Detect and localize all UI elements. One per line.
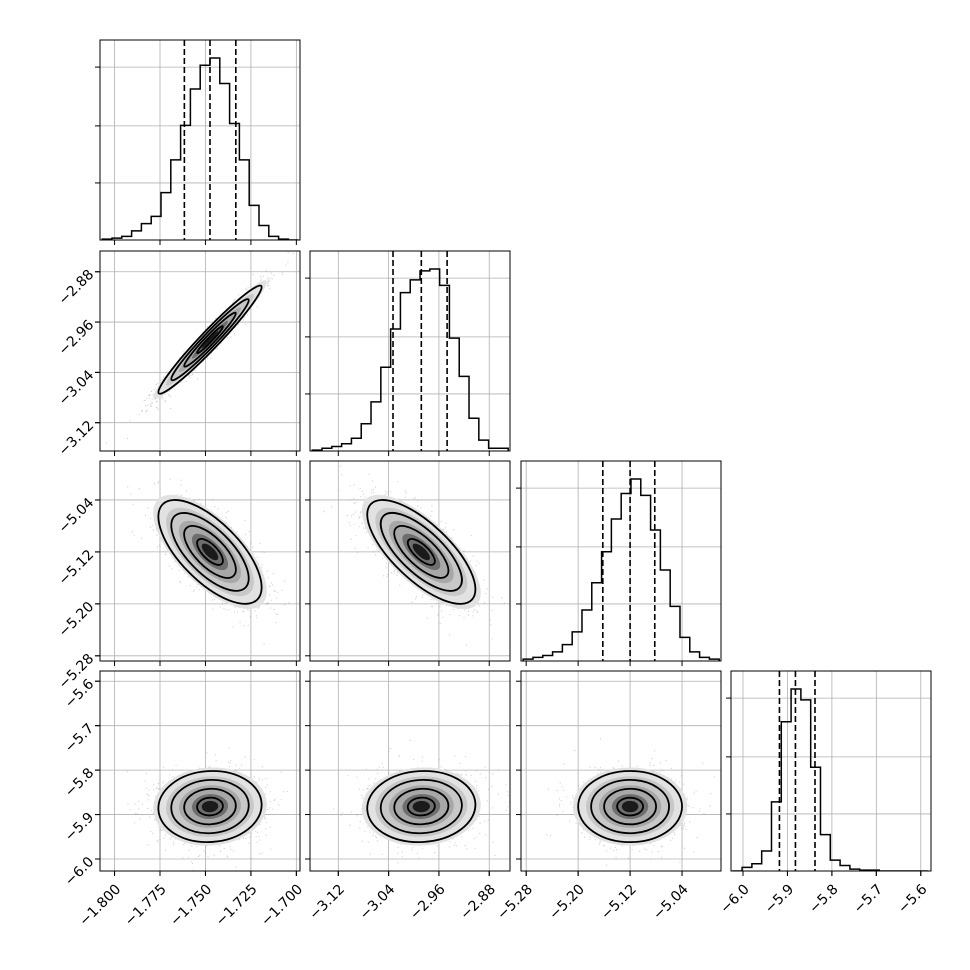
density-contour: [157, 499, 263, 605]
density-contour: [157, 770, 263, 844]
x-tick-label: −5.28: [494, 881, 536, 923]
x-tick-label: −1.725: [213, 881, 261, 929]
density-contour: [366, 499, 477, 605]
histogram-step: [311, 268, 509, 451]
y-tick-label: −6.0: [62, 854, 97, 889]
panel-frame: [309, 670, 511, 872]
panel-content: [105, 252, 294, 444]
density-fill: [201, 543, 219, 561]
y-tick-label: −5.8: [62, 765, 97, 800]
panel-content: [546, 738, 715, 866]
density-contour: [406, 538, 436, 566]
density-contour: [577, 770, 683, 844]
panel-frame: [520, 460, 722, 662]
histogram-panel-3: −6.0 −5.9 −5.8 −5.7 −5.6: [717, 670, 932, 917]
x-tick-label: −5.12: [598, 881, 640, 923]
density-contour: [393, 525, 450, 579]
density-contour: [379, 778, 463, 835]
density-contour: [366, 770, 477, 844]
density-contour: [196, 325, 224, 355]
scatter-panel-3-2: −5.28 −5.20 −5.12 −5.04: [494, 670, 722, 923]
grid-lines: [521, 671, 721, 871]
x-tick-label: −5.20: [546, 881, 588, 923]
grid-lines: [100, 40, 300, 240]
panel-frame: [99, 670, 301, 872]
density-contour: [183, 311, 237, 368]
x-tick-label: −5.6: [895, 881, 930, 916]
histogram-panel-2: [516, 460, 722, 666]
panel-frame: [99, 250, 301, 452]
density-contour: [393, 787, 450, 826]
density-contour: [590, 778, 670, 835]
density-contour: [170, 778, 250, 835]
panel-content: [323, 465, 510, 646]
density-fill: [621, 800, 639, 813]
x-tick-label: −1.750: [167, 881, 215, 929]
x-tick-label: −3.12: [306, 881, 348, 923]
histogram-step: [522, 478, 720, 661]
x-tick-label: −5.9: [762, 881, 797, 916]
x-tick-label: −2.88: [457, 881, 499, 923]
panel-frame: [99, 460, 301, 662]
y-tick-label: −5.9: [62, 810, 97, 845]
y-tick-label: −2.96: [56, 317, 98, 359]
density-contour: [406, 796, 436, 817]
density-fill: [412, 800, 430, 813]
panel-content: [126, 747, 288, 871]
histogram-panel-1: [305, 250, 511, 456]
histogram-step: [101, 57, 299, 240]
panel-frame: [309, 460, 511, 662]
density-contour: [157, 284, 263, 395]
y-tick-label: −5.7: [62, 721, 97, 756]
density-contour: [196, 538, 224, 566]
x-tick-label: −1.800: [76, 881, 124, 929]
density-fill: [201, 800, 219, 813]
x-tick-label: −1.775: [122, 881, 170, 929]
scatter-panel-1-0: −3.12 −3.04 −2.96 −2.88: [56, 250, 301, 460]
density-contour: [379, 512, 463, 592]
histogram-step: [732, 688, 929, 871]
scatter-panel-2-0: −5.28−5.20−5.12−5.04: [56, 460, 301, 692]
density-contour: [196, 796, 224, 817]
histogram-panel-0: [95, 39, 301, 245]
density-contour: [170, 298, 250, 382]
panel-frame: [520, 670, 722, 872]
density-fill: [201, 331, 219, 349]
x-tick-label: −5.8: [806, 881, 841, 916]
y-tick-label: −5.04: [56, 495, 98, 537]
panel-frame: [730, 670, 932, 872]
grid-lines: [310, 671, 510, 871]
density-contour: [616, 796, 644, 817]
density-contour: [603, 787, 657, 826]
density-contour: [170, 512, 250, 592]
panel-content: [127, 478, 290, 645]
x-tick-label: −2.96: [407, 881, 449, 923]
density-fill: [412, 543, 430, 561]
x-tick-label: −5.7: [851, 881, 886, 916]
y-tick-label: −5.12: [56, 547, 98, 589]
x-tick-label: −5.04: [650, 881, 692, 923]
panel-frame: [309, 250, 511, 452]
x-tick-label: −1.700: [258, 881, 306, 929]
x-tick-label: −6.0: [717, 881, 752, 916]
scatter-panel-2-1: [305, 460, 511, 666]
y-tick-label: −2.88: [56, 267, 98, 309]
x-tick-label: −3.04: [357, 881, 399, 923]
grid-lines: [521, 461, 721, 661]
grid-lines: [100, 251, 300, 451]
y-tick-label: −3.12: [56, 418, 98, 460]
density-contour: [183, 787, 237, 826]
panel-frame: [99, 39, 301, 241]
scatter-panel-3-0: −6.0−5.9−5.8−5.7−5.6−1.800−1.775−1.750−1…: [62, 670, 306, 929]
sample-points: [333, 739, 510, 864]
y-tick-label: −3.04: [56, 367, 98, 409]
grid-lines: [731, 671, 931, 871]
panel-content: [333, 739, 510, 864]
density-contour: [183, 525, 237, 579]
scatter-panel-3-1: −3.12 −3.04 −2.96 −2.88: [305, 670, 511, 923]
y-tick-label: −5.20: [56, 599, 98, 641]
